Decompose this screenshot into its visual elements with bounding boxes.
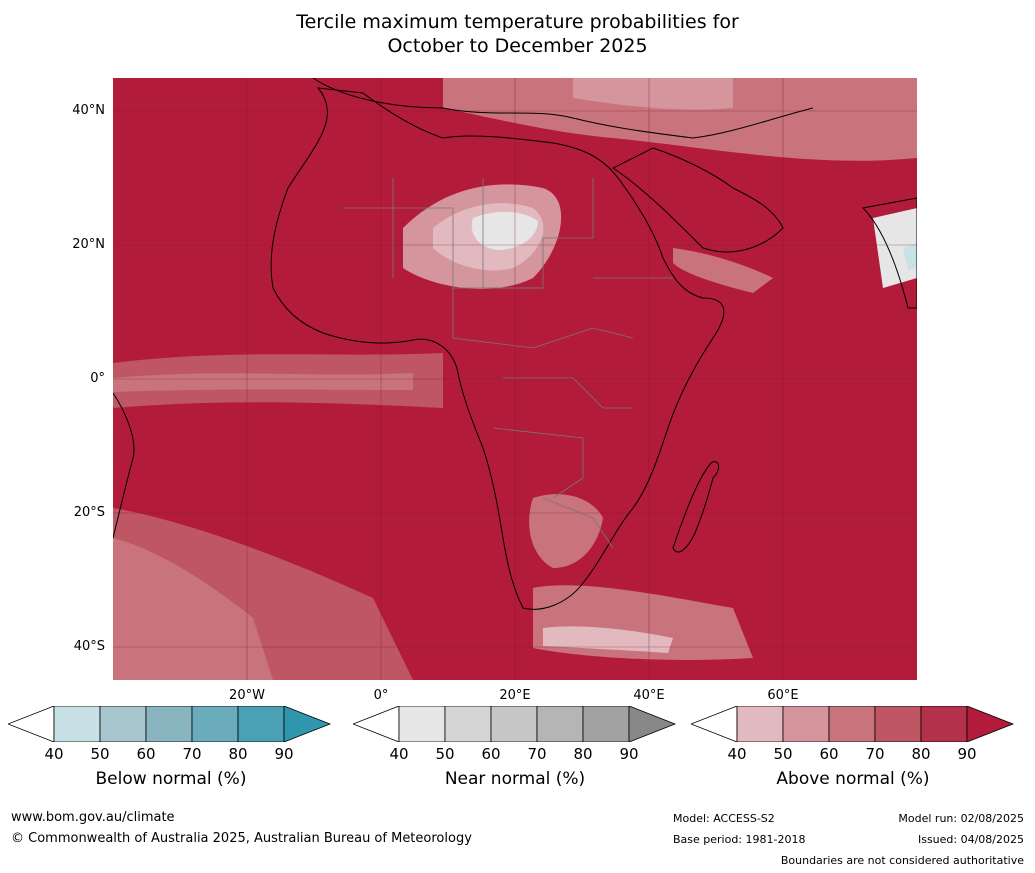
europe-shade (443, 78, 917, 161)
colorbar-above-normal (691, 706, 1015, 742)
colorbar-label-near: Near normal (%) (444, 769, 586, 789)
colorbar-arrow-low (8, 706, 55, 742)
colorbar-below-normal (8, 706, 332, 742)
colorbar-segment (828, 706, 876, 742)
lat-label-20s: 20°S (73, 505, 105, 520)
title-line-2: October to December 2025 (387, 35, 648, 57)
lat-label-20n: 20°N (72, 237, 105, 252)
colorbar-tick-label: 70 (527, 745, 547, 763)
colorbar-segment (536, 706, 584, 742)
south-atlantic-light (113, 538, 273, 680)
chart-title: Tercile maximum temperature probabilitie… (0, 10, 1035, 58)
lat-label-40n: 40°N (72, 103, 105, 118)
colorbar-tick-label: 90 (274, 745, 294, 763)
southern-africa-shade (529, 494, 603, 568)
colorbar-tick-label: 60 (819, 745, 839, 763)
madagascar-coast (672, 461, 720, 553)
india-below-normal (903, 243, 917, 270)
lat-label-40s: 40°S (73, 639, 105, 654)
footer-issued: Issued: 04/08/2025 (917, 833, 1024, 846)
africa-coast (270, 87, 725, 610)
colorbar-segment (191, 706, 239, 742)
colorbar-tick-label: 60 (481, 745, 501, 763)
colorbar-tick-label: 50 (90, 745, 110, 763)
colorbar-segment (490, 706, 538, 742)
colorbar-segment (920, 706, 968, 742)
colorbar-arrow-high (283, 706, 332, 742)
lon-label-20e: 20°E (499, 688, 531, 703)
colorbar-segment (582, 706, 630, 742)
europe-light (573, 78, 733, 110)
footer-model-run: Model run: 02/08/2025 (898, 812, 1024, 825)
colorbar-tick-label: 80 (228, 745, 248, 763)
colorbar-tick-label: 60 (136, 745, 156, 763)
lon-label-20w: 20°W (229, 688, 265, 703)
europe-coast (312, 78, 814, 139)
colorbar-segment (53, 706, 101, 742)
colorbar-tick-label: 70 (865, 745, 885, 763)
colorbar-segment (736, 706, 784, 742)
lon-label-40e: 40°E (633, 688, 665, 703)
colorbar-arrow-low (353, 706, 400, 742)
country-borders (343, 178, 673, 549)
colorbar-segment (145, 706, 193, 742)
probability-map (113, 78, 917, 680)
footer-website: www.bom.gov.au/climate (11, 810, 175, 825)
colorbar-tick-label: 90 (957, 745, 977, 763)
atlantic-band-inner (113, 373, 413, 392)
colorbar-segment (782, 706, 830, 742)
coastlines (113, 78, 917, 610)
colorbar-tick-label: 50 (435, 745, 455, 763)
colorbar-label-below: Below normal (%) (95, 769, 247, 789)
colorbar-segment (874, 706, 922, 742)
lon-label-0: 0° (373, 688, 389, 703)
colorbar-arrow-high (628, 706, 677, 742)
footer-disclaimer: Boundaries are not considered authoritat… (780, 854, 1024, 867)
colorbar-tick-label: 70 (182, 745, 202, 763)
colorbar-tick-label: 80 (911, 745, 931, 763)
colorbar-tick-label: 50 (773, 745, 793, 763)
lon-label-60e: 60°E (767, 688, 799, 703)
colorbar-segment (398, 706, 446, 742)
footer-copyright: © Commonwealth of Australia 2025, Austra… (11, 831, 472, 846)
footer-base-period: Base period: 1981-2018 (673, 833, 806, 846)
map-svg (113, 78, 917, 680)
south-america-coast (113, 392, 135, 539)
colorbar-segment (444, 706, 492, 742)
colorbar-label-above: Above normal (%) (776, 769, 930, 789)
lat-label-0: 0° (90, 371, 105, 386)
graticule (113, 78, 917, 680)
arabia-coast (612, 147, 784, 253)
sahara-near-normal (471, 211, 538, 250)
colorbar-near-normal (353, 706, 677, 742)
colorbar-tick-label: 40 (44, 745, 64, 763)
colorbar-tick-label: 40 (389, 745, 409, 763)
footer-model: Model: ACCESS-S2 (673, 812, 775, 825)
india-coast (861, 197, 917, 309)
colorbar-arrow-low (691, 706, 738, 742)
colorbar-arrow-high (966, 706, 1015, 742)
colorbar-tick-label: 90 (619, 745, 639, 763)
colorbar-tick-label: 80 (573, 745, 593, 763)
india-near-normal (873, 208, 917, 288)
title-line-1: Tercile maximum temperature probabilitie… (296, 11, 739, 33)
south-indian-light (543, 626, 673, 653)
colorbar-segment (99, 706, 147, 742)
arabia-shade (673, 248, 773, 293)
colorbar-tick-label: 40 (727, 745, 747, 763)
colorbar-segment (237, 706, 285, 742)
